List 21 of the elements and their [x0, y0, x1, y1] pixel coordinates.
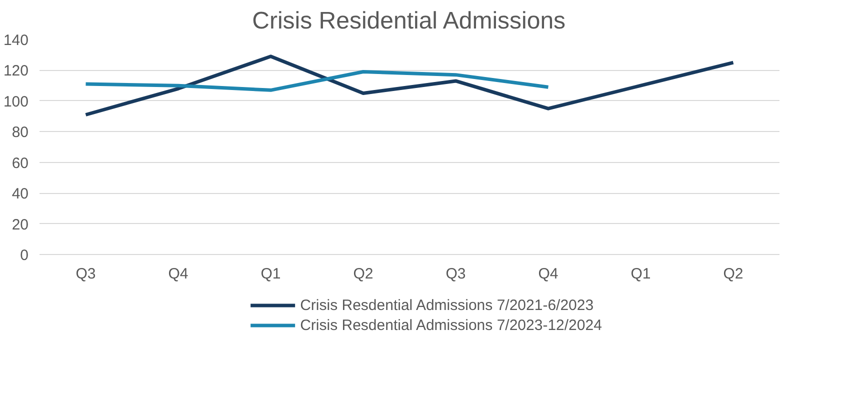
chart-title: Crisis Residential Admissions [252, 8, 566, 34]
y-tick-label: 120 [3, 62, 29, 80]
y-tick-label: 0 [20, 247, 28, 264]
x-tick-label: Q2 [723, 266, 744, 282]
y-tick-label: 100 [3, 93, 29, 110]
x-tick-label: Q1 [260, 266, 281, 282]
y-tick-label: 80 [12, 124, 29, 142]
legend-label: Crisis Resdential Admissions 7/2023-12/2024 [300, 316, 602, 334]
y-tick-label: 60 [12, 154, 29, 172]
line-series [84, 70, 550, 92]
x-tick-label: Q4 [538, 266, 558, 282]
legend-label: Crisis Resdential Admissions 7/2021-6/2023 [300, 296, 594, 314]
x-tick-label: Q1 [630, 266, 651, 282]
y-tick-label: 40 [12, 186, 29, 203]
y-tick-label: 20 [12, 216, 29, 234]
x-tick-label: Q3 [446, 266, 466, 282]
line-series [84, 54, 735, 116]
x-tick-label: Q4 [168, 266, 188, 282]
x-tick-label: Q2 [353, 266, 374, 282]
x-tick-label: Q3 [76, 266, 96, 282]
y-tick-label: 140 [3, 32, 29, 49]
